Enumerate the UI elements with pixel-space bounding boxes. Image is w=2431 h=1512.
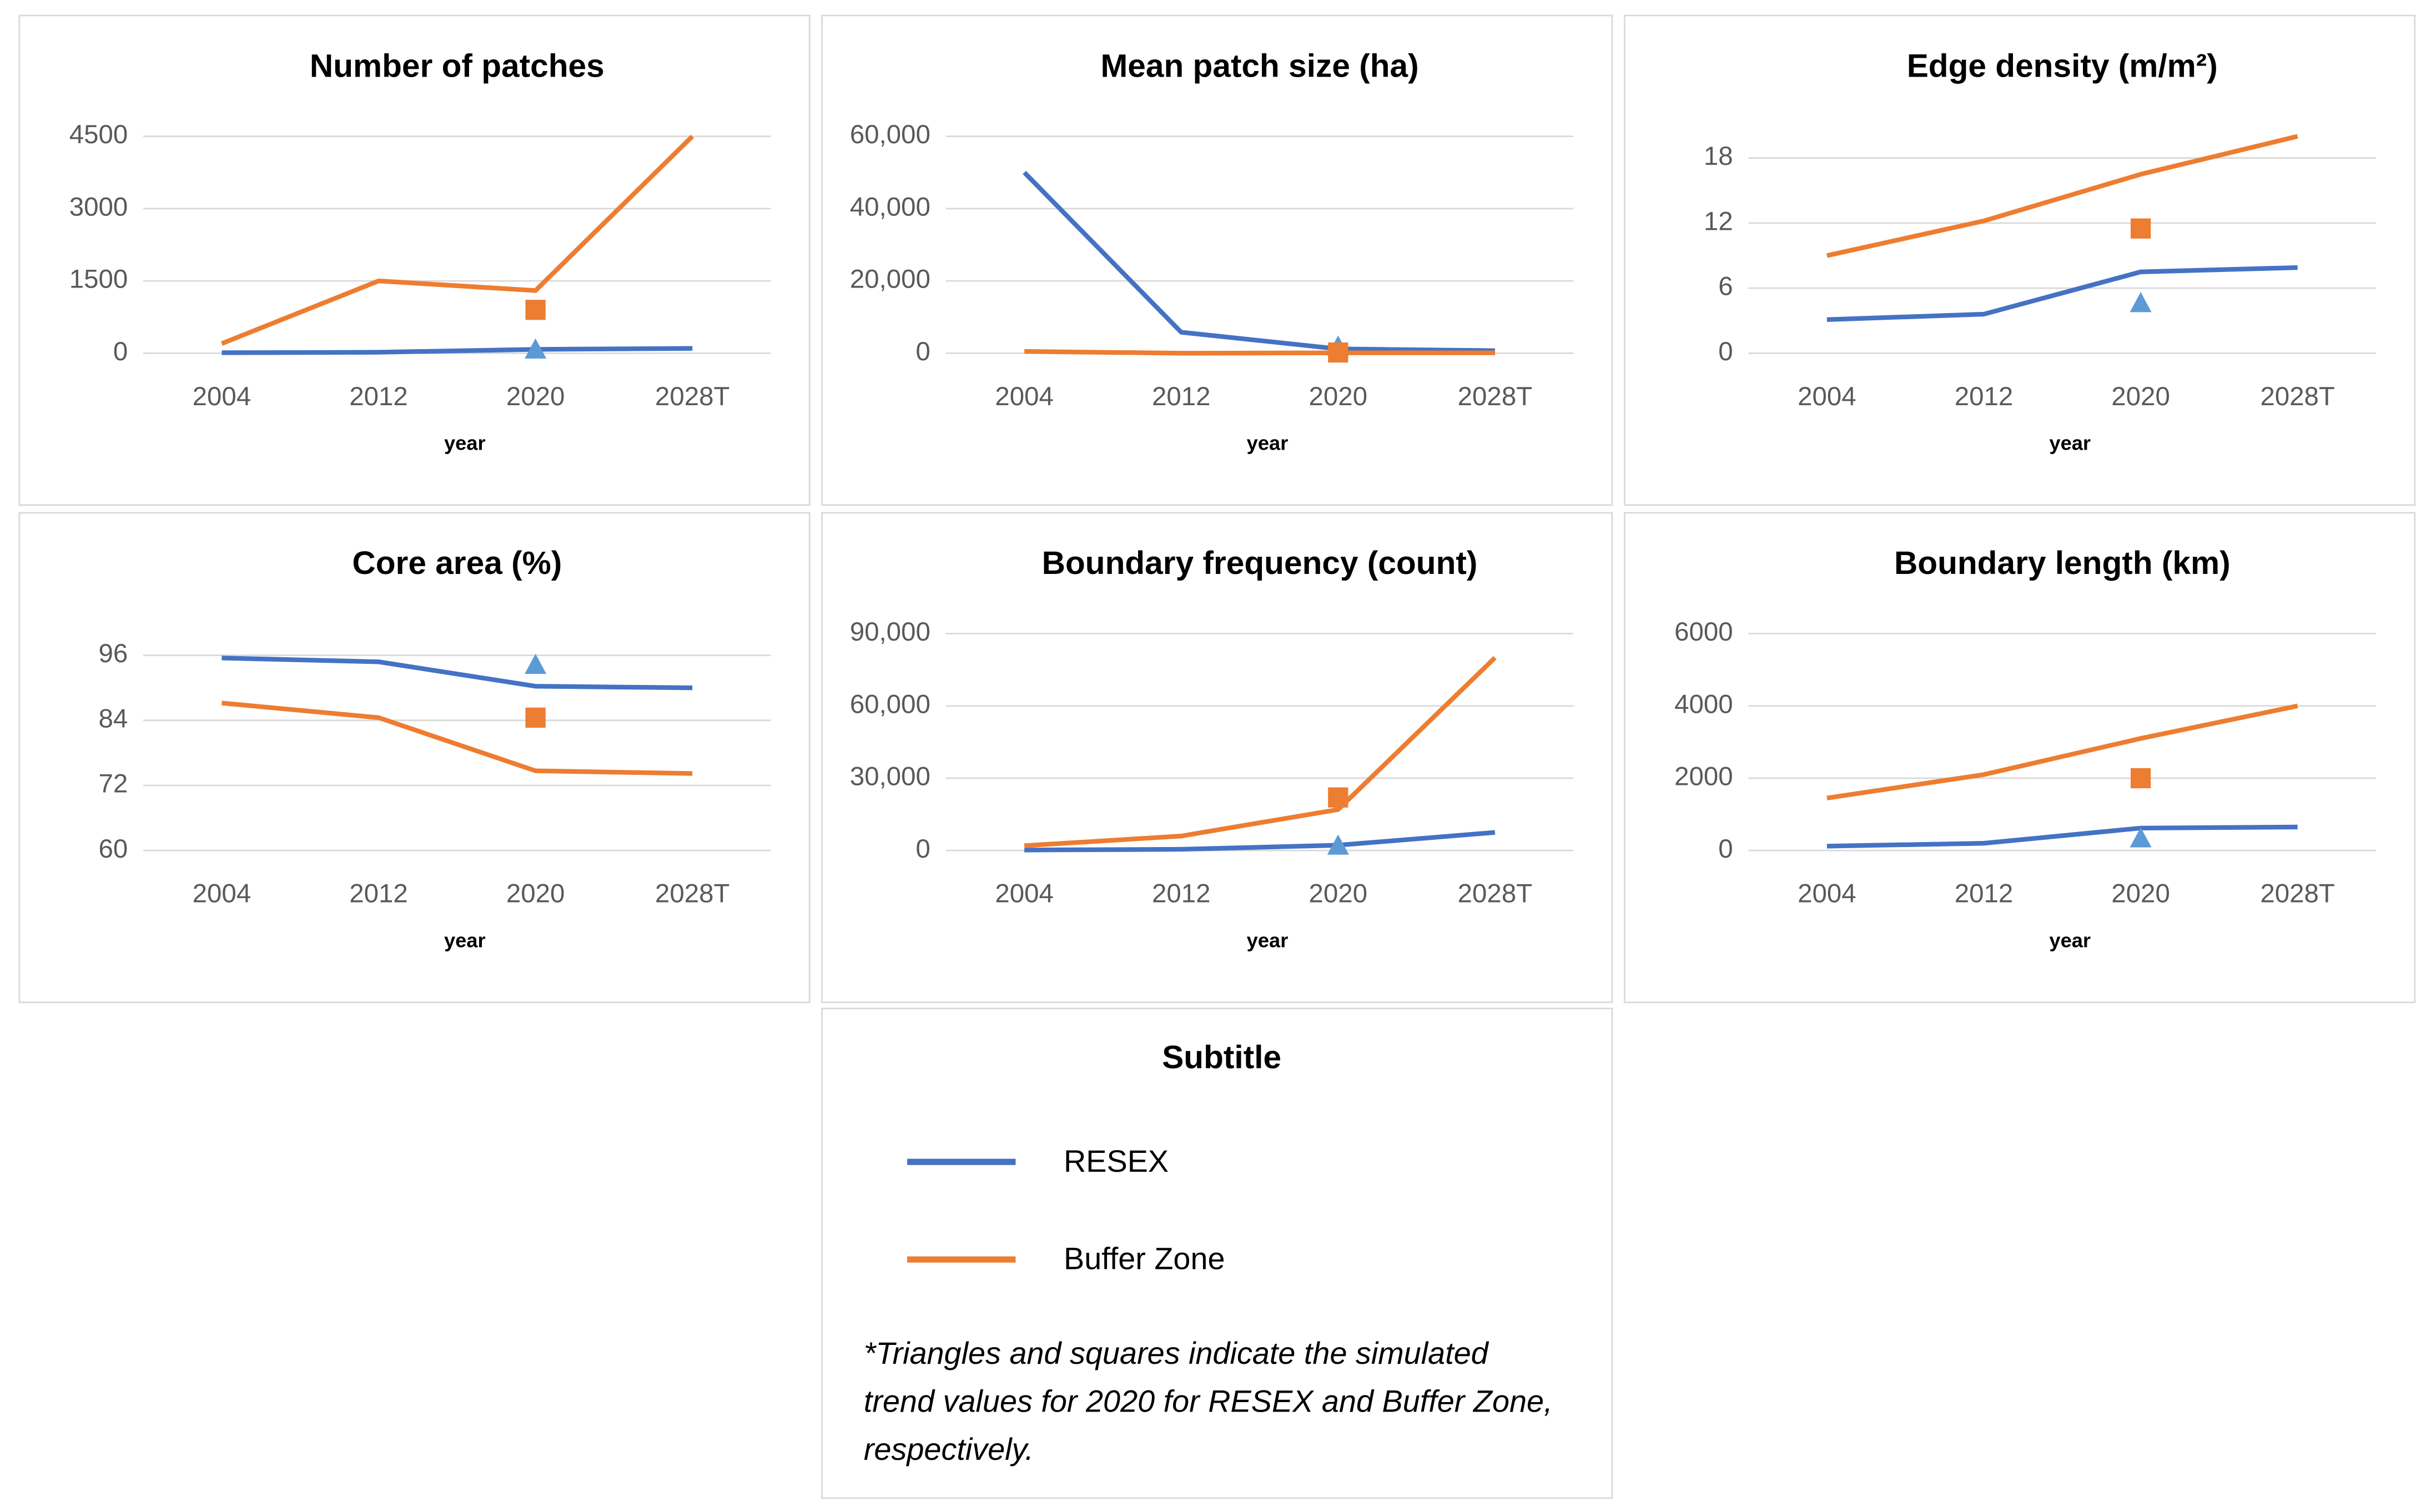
series-line	[1826, 703, 2298, 800]
x-tick-label: 2028T	[655, 382, 730, 411]
y-tick-label: 60	[98, 834, 128, 864]
y-tick-label: 90,000	[850, 617, 930, 647]
x-tick-label: 2028T	[2260, 879, 2335, 909]
y-tick-label: 72	[98, 769, 128, 799]
simulated-square	[2130, 218, 2151, 239]
x-tick-label: 2020	[2111, 879, 2170, 909]
y-tick-label: 0	[1718, 337, 1733, 366]
series-line	[1023, 170, 1495, 353]
series-line	[1024, 830, 1496, 853]
y-tick-label: 0	[113, 337, 128, 366]
x-tick-label: 2004	[995, 382, 1054, 411]
chart-panel	[1623, 14, 2416, 506]
x-tick-label: 2020	[506, 879, 565, 909]
simulated-square	[1328, 787, 1348, 808]
x-axis-label: year	[2049, 929, 2091, 951]
y-tick-label: 1500	[69, 265, 128, 294]
y-tick-label: 84	[98, 704, 128, 733]
y-tick-label: 12	[1704, 206, 1733, 236]
simulated-triangle	[525, 653, 547, 674]
series-line	[1024, 656, 1497, 848]
x-tick-label: 2004	[193, 382, 251, 411]
x-tick-label: 2012	[1955, 879, 2014, 909]
y-tick-label: 0	[916, 834, 930, 864]
x-tick-label: 2028T	[655, 879, 730, 909]
y-tick-label: 6000	[1674, 617, 1733, 647]
series-line	[1826, 824, 2298, 849]
y-tick-label: 40,000	[850, 192, 930, 221]
x-tick-label: 2004	[193, 879, 251, 909]
simulated-triangle	[1327, 834, 1349, 855]
series-line	[222, 700, 693, 776]
x-axis-label: year	[444, 432, 486, 455]
x-tick-label: 2020	[1309, 879, 1368, 909]
y-tick-label: 3000	[69, 192, 128, 221]
series-line	[1024, 349, 1495, 356]
chart-panel	[1623, 512, 2416, 1004]
chart-panel	[18, 512, 811, 1004]
x-tick-label: 2004	[995, 879, 1054, 909]
x-tick-label: 2028T	[1458, 879, 1533, 909]
chart-panel	[18, 14, 811, 506]
x-tick-label: 2020	[1309, 382, 1368, 411]
simulated-square	[2130, 768, 2151, 789]
chart-title: Core area (%)	[352, 545, 562, 581]
series-line	[1826, 134, 2298, 258]
simulated-square	[525, 707, 546, 728]
x-tick-label: 2020	[506, 382, 565, 411]
x-tick-label: 2012	[349, 879, 408, 909]
legend-panel	[821, 1007, 1613, 1499]
x-tick-label: 2004	[1798, 879, 1856, 909]
x-tick-label: 2012	[1955, 382, 2014, 411]
x-axis-label: year	[1247, 432, 1289, 455]
note: trend values for 2020 for RESEX and Buff…	[864, 1383, 1553, 1418]
x-tick-label: 2020	[2111, 382, 2170, 411]
chart-title: Number of patches	[310, 48, 605, 84]
series-line	[220, 134, 694, 346]
chart-panel	[821, 512, 1613, 1004]
chart-panel	[821, 14, 1613, 506]
y-tick-label: 60,000	[850, 689, 930, 719]
x-tick-label: 2028T	[2260, 382, 2335, 411]
simulated-square	[525, 300, 546, 320]
x-tick-label: 2028T	[1458, 382, 1533, 411]
simulated-triangle	[2130, 827, 2152, 848]
y-tick-label: 30,000	[850, 762, 930, 792]
legend-title: Subtitle	[1162, 1040, 1281, 1076]
y-tick-label: 6	[1718, 272, 1733, 301]
x-axis-label: year	[444, 929, 486, 951]
note: *Triangles and squares indicate the simu…	[864, 1335, 1489, 1370]
chart-title: Boundary length (km)	[1894, 545, 2231, 581]
x-tick-label: 2012	[1152, 382, 1211, 411]
simulated-square	[1328, 342, 1348, 363]
y-tick-label: 0	[1718, 834, 1733, 864]
x-axis-label: year	[2049, 432, 2091, 455]
y-tick-label: 4500	[69, 120, 128, 149]
simulated-triangle	[525, 338, 547, 359]
series-line	[1826, 265, 2298, 322]
chart-title: Mean patch size (ha)	[1100, 48, 1418, 84]
x-tick-label: 2012	[349, 382, 408, 411]
legend-label: Buffer Zone	[1064, 1241, 1225, 1276]
x-axis-label: year	[1247, 929, 1289, 951]
y-tick-label: 2000	[1674, 762, 1733, 792]
chart-title: Boundary frequency (count)	[1042, 545, 1478, 581]
y-tick-label: 18	[1704, 142, 1733, 171]
y-tick-label: 60,000	[850, 120, 930, 149]
series-line	[222, 656, 693, 691]
y-tick-label: 96	[98, 639, 128, 668]
chart-title: Edge density (m/m²)	[1907, 48, 2218, 84]
legend-label: RESEX	[1064, 1143, 1169, 1178]
y-tick-label: 4000	[1674, 689, 1733, 719]
y-tick-label: 0	[916, 337, 930, 366]
x-tick-label: 2012	[1152, 879, 1211, 909]
y-tick-label: 20,000	[850, 265, 930, 294]
note: respectively.	[864, 1432, 1034, 1466]
x-tick-label: 2004	[1798, 382, 1856, 411]
series-line	[222, 346, 693, 355]
simulated-triangle	[2130, 292, 2152, 313]
